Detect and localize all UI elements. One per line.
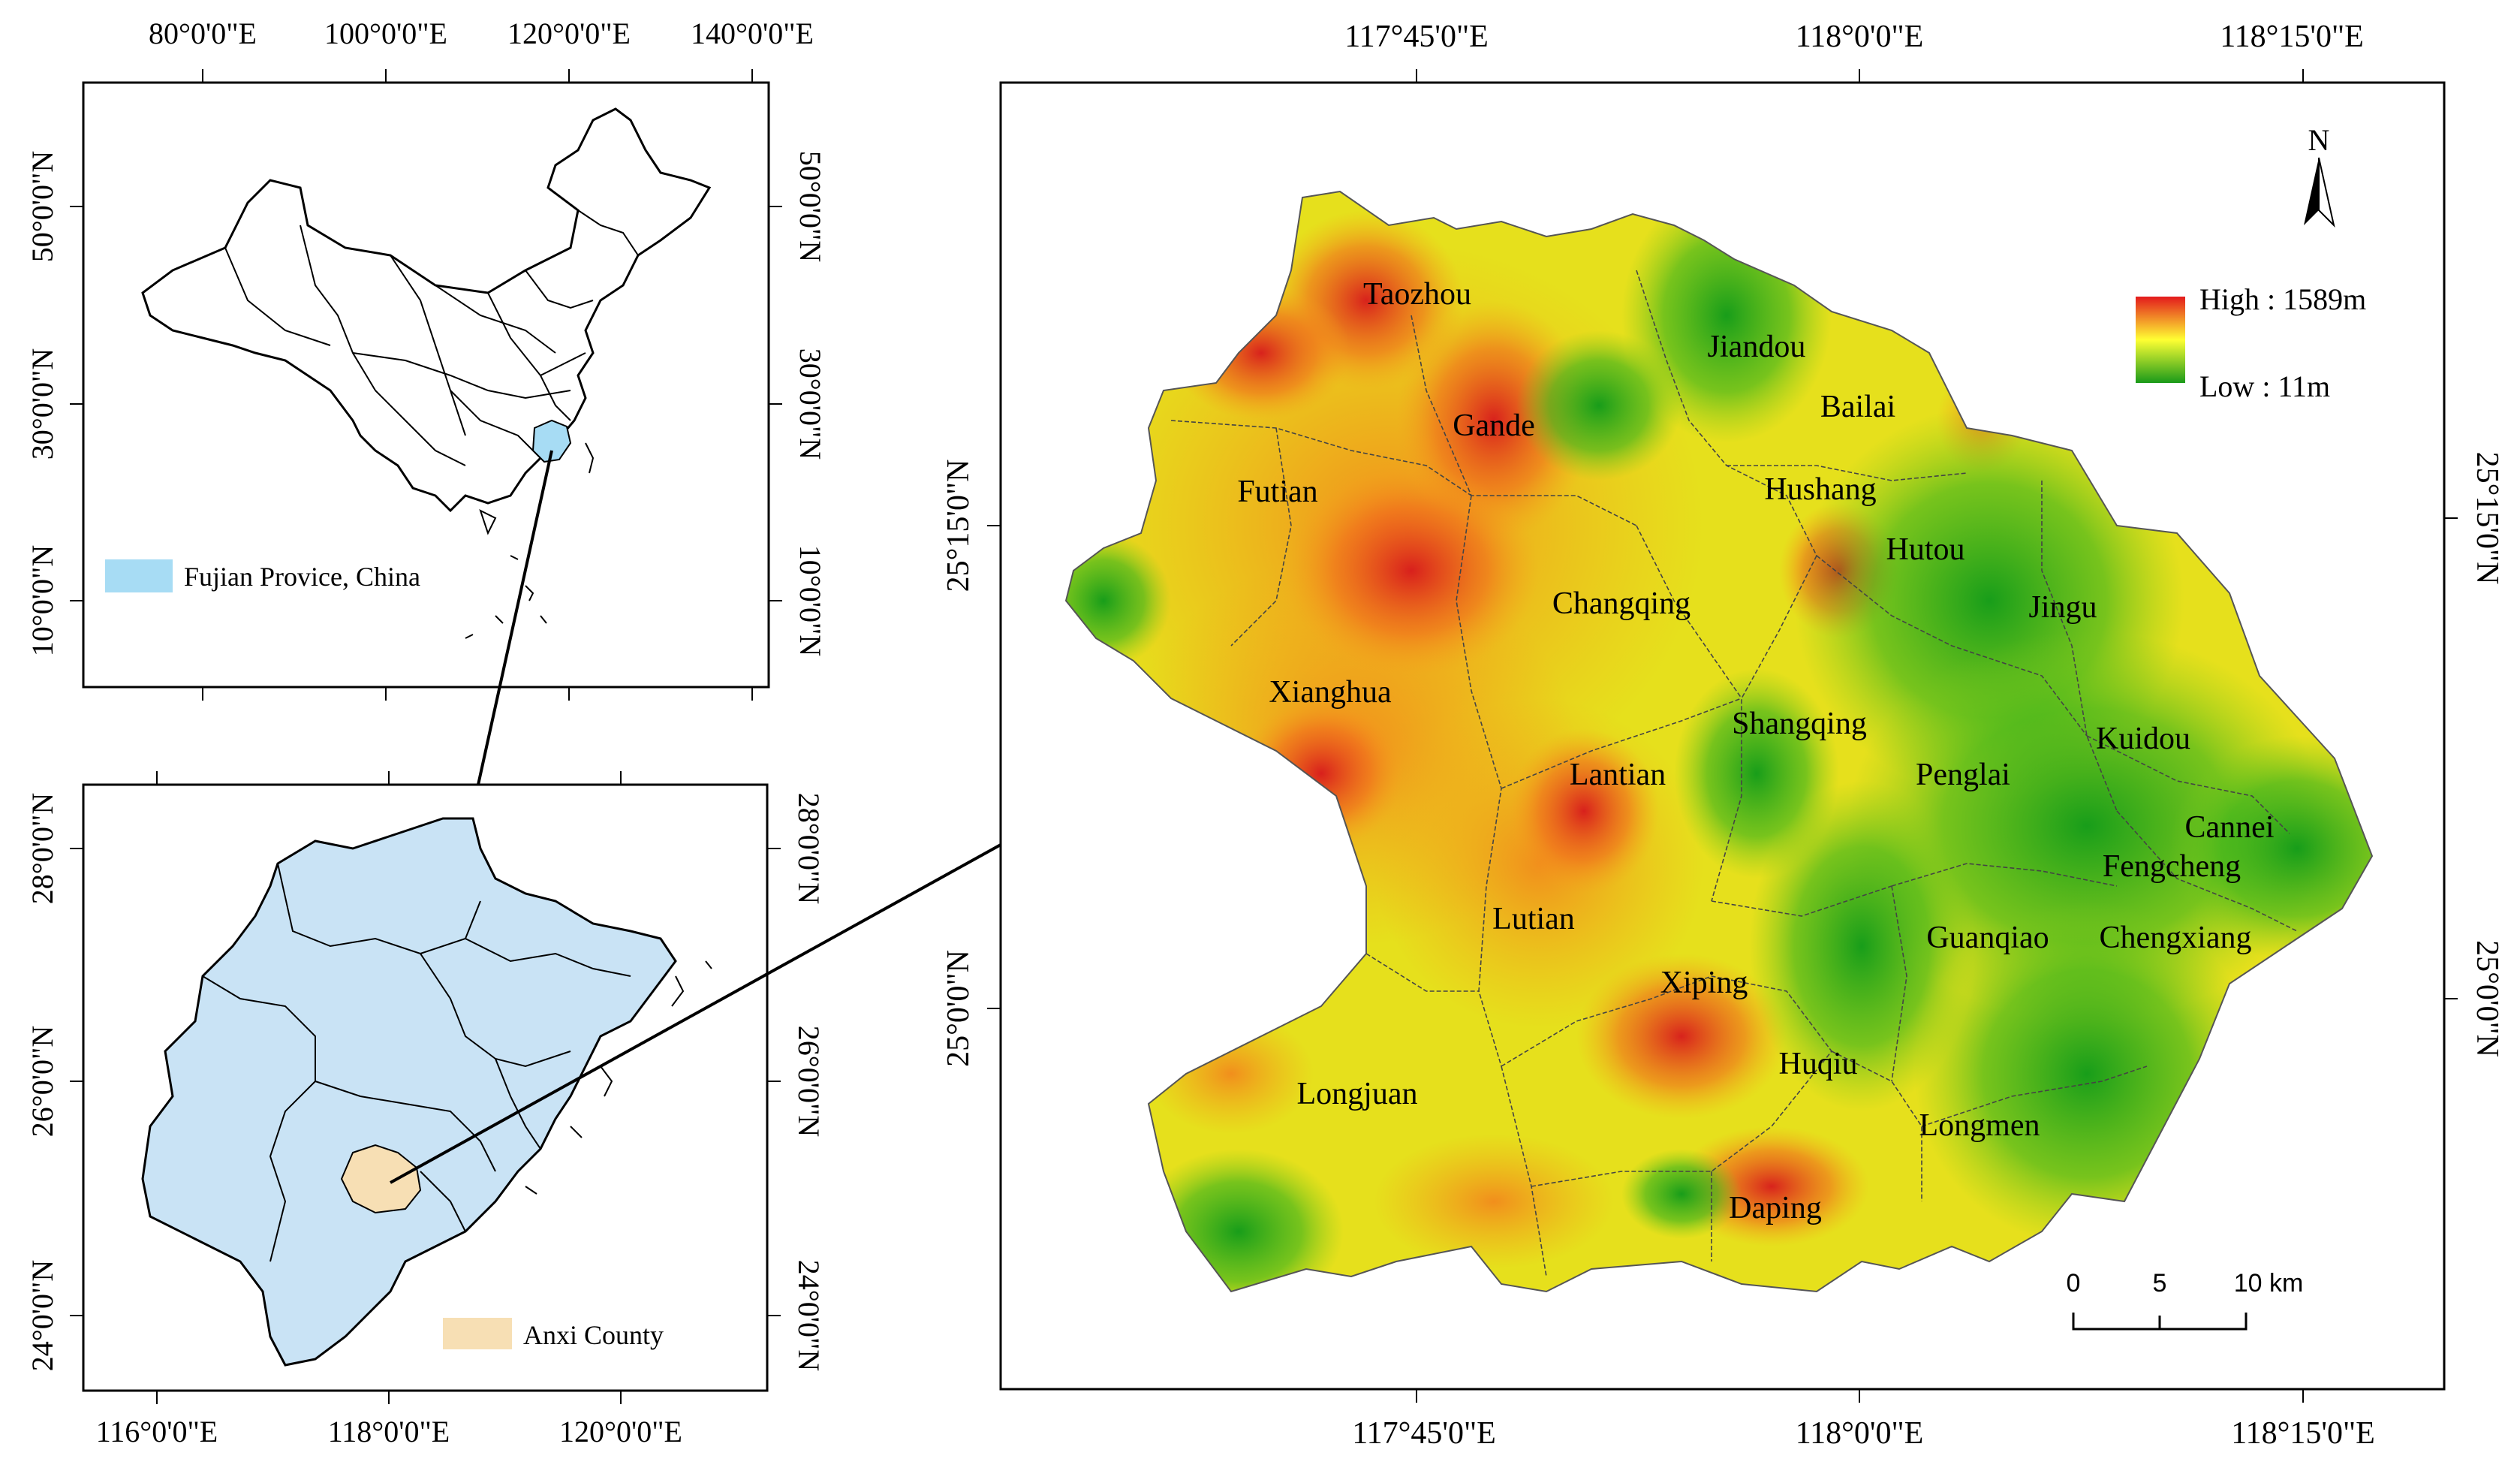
fujian-inset: 116°0'0"E 118°0'0"E 120°0'0"E 28°0'0"N 2…: [26, 771, 826, 1448]
town-label-penglai: Penglai: [1916, 758, 2010, 792]
north-label: N: [2308, 123, 2330, 157]
elevation-legend-bar: [2136, 297, 2185, 383]
town-label-huqiu: Huqiu: [1779, 1047, 1858, 1081]
town-label-hutou: Hutou: [1886, 532, 1965, 567]
china-left-tick-1: 50°0'0"N: [26, 151, 59, 262]
town-label-xiping: Xiping: [1660, 966, 1748, 1000]
town-label-xianghua: Xianghua: [1269, 675, 1392, 710]
china-left-tick-2: 30°0'0"N: [26, 348, 59, 460]
china-right-tick-3: 10°0'0"N: [793, 545, 827, 656]
fujian-left-tick-2: 26°0'0"N: [26, 1026, 59, 1137]
town-label-guanqiao: Guanqiao: [1926, 921, 2049, 955]
main-left-tick-1: 25°15'0"N: [941, 460, 976, 592]
china-top-tick-2: 100°0'0"E: [324, 17, 447, 50]
town-label-fengcheng: Fengcheng: [2103, 849, 2241, 884]
fujian-right-tick-2: 26°0'0"N: [792, 1026, 826, 1137]
main-map: 117°45'0"E 118°0'0"E 118°15'0"E 117°45'0…: [941, 20, 2504, 1451]
legend-low-label: Low : 11m: [2199, 369, 2330, 403]
connector-line-1: [477, 450, 553, 785]
main-right-tick-2: 25°0'0"N: [2470, 940, 2504, 1057]
elevation-legend: High : 1589m Low : 11m: [2136, 282, 2366, 403]
town-label-hushang: Hushang: [1764, 472, 1876, 507]
town-labels: Taozhou Jiandou Bailai Gande Futian Hush…: [1237, 277, 2274, 1225]
fujian-left-tick-1: 28°0'0"N: [26, 793, 59, 904]
town-label-lutian: Lutian: [1492, 902, 1575, 936]
china-top-tick-1: 80°0'0"E: [149, 17, 257, 50]
north-arrow: N: [2304, 123, 2335, 228]
china-top-tick-3: 120°0'0"E: [507, 17, 631, 50]
town-label-jingu: Jingu: [2028, 590, 2097, 625]
fujian-highlight: [531, 419, 572, 463]
fujian-left-tick-3: 24°0'0"N: [26, 1260, 59, 1371]
town-label-cannei: Cannei: [2185, 810, 2275, 845]
town-boundaries: [1170, 270, 2298, 1277]
town-label-daping: Daping: [1729, 1191, 1822, 1225]
fujian-bottom-tick-3: 120°0'0"E: [559, 1415, 682, 1448]
china-left-tick-3: 10°0'0"N: [26, 545, 59, 656]
china-right-tick-2: 30°0'0"N: [793, 348, 827, 460]
china-legend-swatch: [105, 559, 173, 592]
main-bottom-tick-2: 118°0'0"E: [1796, 1416, 1924, 1451]
fujian-legend-swatch: [443, 1318, 512, 1349]
main-top-tick-3: 118°15'0"E: [2220, 20, 2364, 54]
scale-label-10: 10 km: [2234, 1269, 2304, 1298]
scale-label-5: 5: [2153, 1269, 2167, 1298]
main-top-tick-2: 118°0'0"E: [1796, 20, 1924, 54]
county-outline: [1064, 190, 2374, 1293]
china-top-tick-4: 140°0'0"E: [691, 17, 814, 50]
fujian-right-tick-3: 24°0'0"N: [792, 1260, 826, 1371]
connector-line-2: [390, 843, 1001, 1184]
fujian-bottom-tick-2: 118°0'0"E: [328, 1415, 450, 1448]
town-label-longmen: Longmen: [1919, 1108, 2040, 1143]
fujian-bottom-tick-1: 116°0'0"E: [96, 1415, 218, 1448]
legend-high-label: High : 1589m: [2199, 282, 2366, 316]
china-right-tick-1: 50°0'0"N: [793, 151, 827, 262]
town-label-longjuan: Longjuan: [1297, 1077, 1418, 1111]
town-label-shangqing: Shangqing: [1732, 707, 1867, 741]
anxi-highlight: [340, 1144, 422, 1214]
town-label-futian: Futian: [1237, 475, 1317, 509]
main-bottom-tick-3: 118°15'0"E: [2231, 1416, 2375, 1451]
town-label-gande: Gande: [1453, 408, 1535, 443]
china-outline: [141, 107, 712, 513]
town-label-lantian: Lantian: [1570, 758, 1666, 792]
town-label-chengxiang: Chengxiang: [2100, 921, 2252, 955]
main-bottom-tick-1: 117°45'0"E: [1352, 1416, 1496, 1451]
town-label-jiandou: Jiandou: [1708, 330, 1806, 364]
fujian-legend-label: Anxi County: [523, 1320, 664, 1350]
town-label-kuidou: Kuidou: [2096, 722, 2190, 756]
main-top-tick-1: 117°45'0"E: [1344, 20, 1489, 54]
main-right-tick-1: 25°15'0"N: [2470, 452, 2504, 585]
town-label-changqing: Changqing: [1552, 586, 1691, 621]
fujian-right-tick-1: 28°0'0"N: [792, 793, 826, 904]
main-left-tick-2: 25°0'0"N: [941, 950, 976, 1067]
town-label-bailai: Bailai: [1820, 390, 1895, 424]
scale-label-0: 0: [2067, 1269, 2081, 1298]
scale-bar: 0 5 10 km: [2067, 1269, 2304, 1331]
china-legend-label: Fujian Provice, China: [184, 562, 420, 592]
town-label-taozhou: Taozhou: [1363, 277, 1471, 312]
china-inset: 80°0'0"E 100°0'0"E 120°0'0"E 140°0'0"E 5…: [26, 17, 827, 701]
